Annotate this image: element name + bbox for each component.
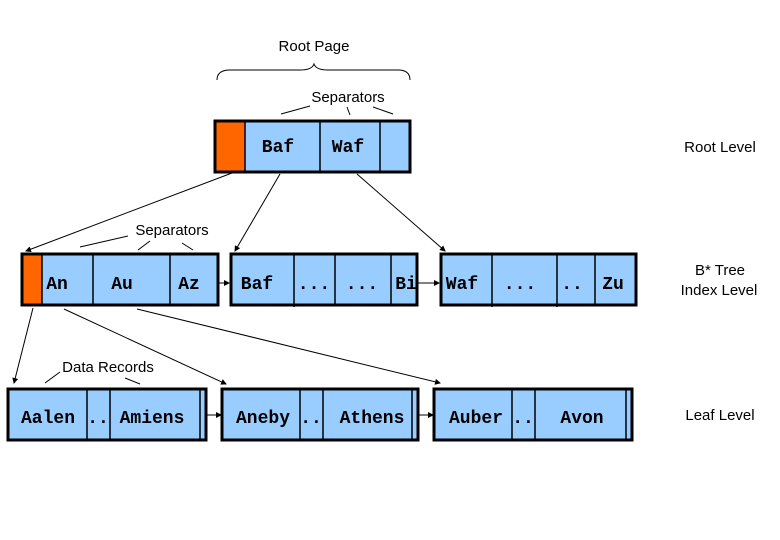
- root-key: Baf: [262, 138, 294, 158]
- index-to-leaf-arrow: [12, 307, 34, 384]
- index-level-label: B* Tree: [695, 262, 745, 279]
- root-key: Waf: [332, 138, 364, 158]
- leaf-level-label: Leaf Level: [685, 407, 754, 424]
- index-key: ...: [346, 275, 378, 295]
- separator-pointer-line: [346, 106, 351, 116]
- index-key: Bi: [395, 275, 417, 295]
- index-key: ...: [298, 275, 330, 295]
- root-to-index-arrow: [25, 172, 233, 253]
- index-key: An: [46, 275, 68, 295]
- leaf-key: Aneby: [236, 409, 290, 429]
- index-key: Au: [111, 275, 133, 295]
- leaf-key: ..: [512, 409, 534, 429]
- separator-pointer-line: [372, 106, 394, 115]
- root-page-brace: [216, 62, 411, 81]
- leaf-key: Auber: [449, 409, 503, 429]
- index-to-leaf-arrow: [63, 308, 227, 385]
- record-pointer-line: [124, 377, 141, 385]
- index-key: Baf: [241, 275, 273, 295]
- root-separators-label: Separators: [311, 89, 384, 106]
- index-separators-label: Separators: [135, 222, 208, 239]
- root-node: Baf Waf: [213, 119, 412, 174]
- index-level-label: Index Level: [681, 282, 758, 299]
- leaf-key: Avon: [560, 409, 603, 429]
- index-key: Az: [178, 275, 200, 295]
- index-key: Zu: [602, 275, 624, 295]
- root-pointer-cell: [216, 122, 245, 171]
- leaf-node-1: Aalen .. Amiens: [6, 387, 208, 442]
- separator-pointer-line: [181, 242, 194, 251]
- leaf-key: Aalen: [21, 409, 75, 429]
- data-records-label: Data Records: [62, 359, 154, 376]
- separator-pointer-line: [280, 105, 311, 115]
- separator-pointer-line: [79, 235, 129, 248]
- root-to-index-arrow: [356, 173, 446, 252]
- leaf-node-3: Auber .. Avon: [432, 387, 634, 442]
- index-node-1: An Au Az: [20, 252, 220, 307]
- index-to-leaf-arrow: [136, 308, 441, 385]
- root-to-index-arrow: [234, 173, 281, 252]
- leaf-key: ..: [87, 409, 109, 429]
- separator-pointer-line: [137, 240, 151, 251]
- index-key: Waf: [446, 275, 478, 295]
- index-node-3: Waf ... .. Zu: [439, 252, 638, 307]
- root-page-label: Root Page: [279, 38, 350, 55]
- leaf-key: Amiens: [120, 409, 185, 429]
- index-pointer-cell: [23, 255, 42, 304]
- leaf-key: Athens: [340, 409, 405, 429]
- leaf-key: ..: [300, 409, 322, 429]
- index-key: ...: [504, 275, 536, 295]
- index-node-2: Baf ... ... Bi: [229, 252, 419, 307]
- index-key: ..: [561, 275, 583, 295]
- record-pointer-line: [44, 371, 61, 384]
- root-level-label: Root Level: [684, 139, 756, 156]
- leaf-node-2: Aneby .. Athens: [220, 387, 420, 442]
